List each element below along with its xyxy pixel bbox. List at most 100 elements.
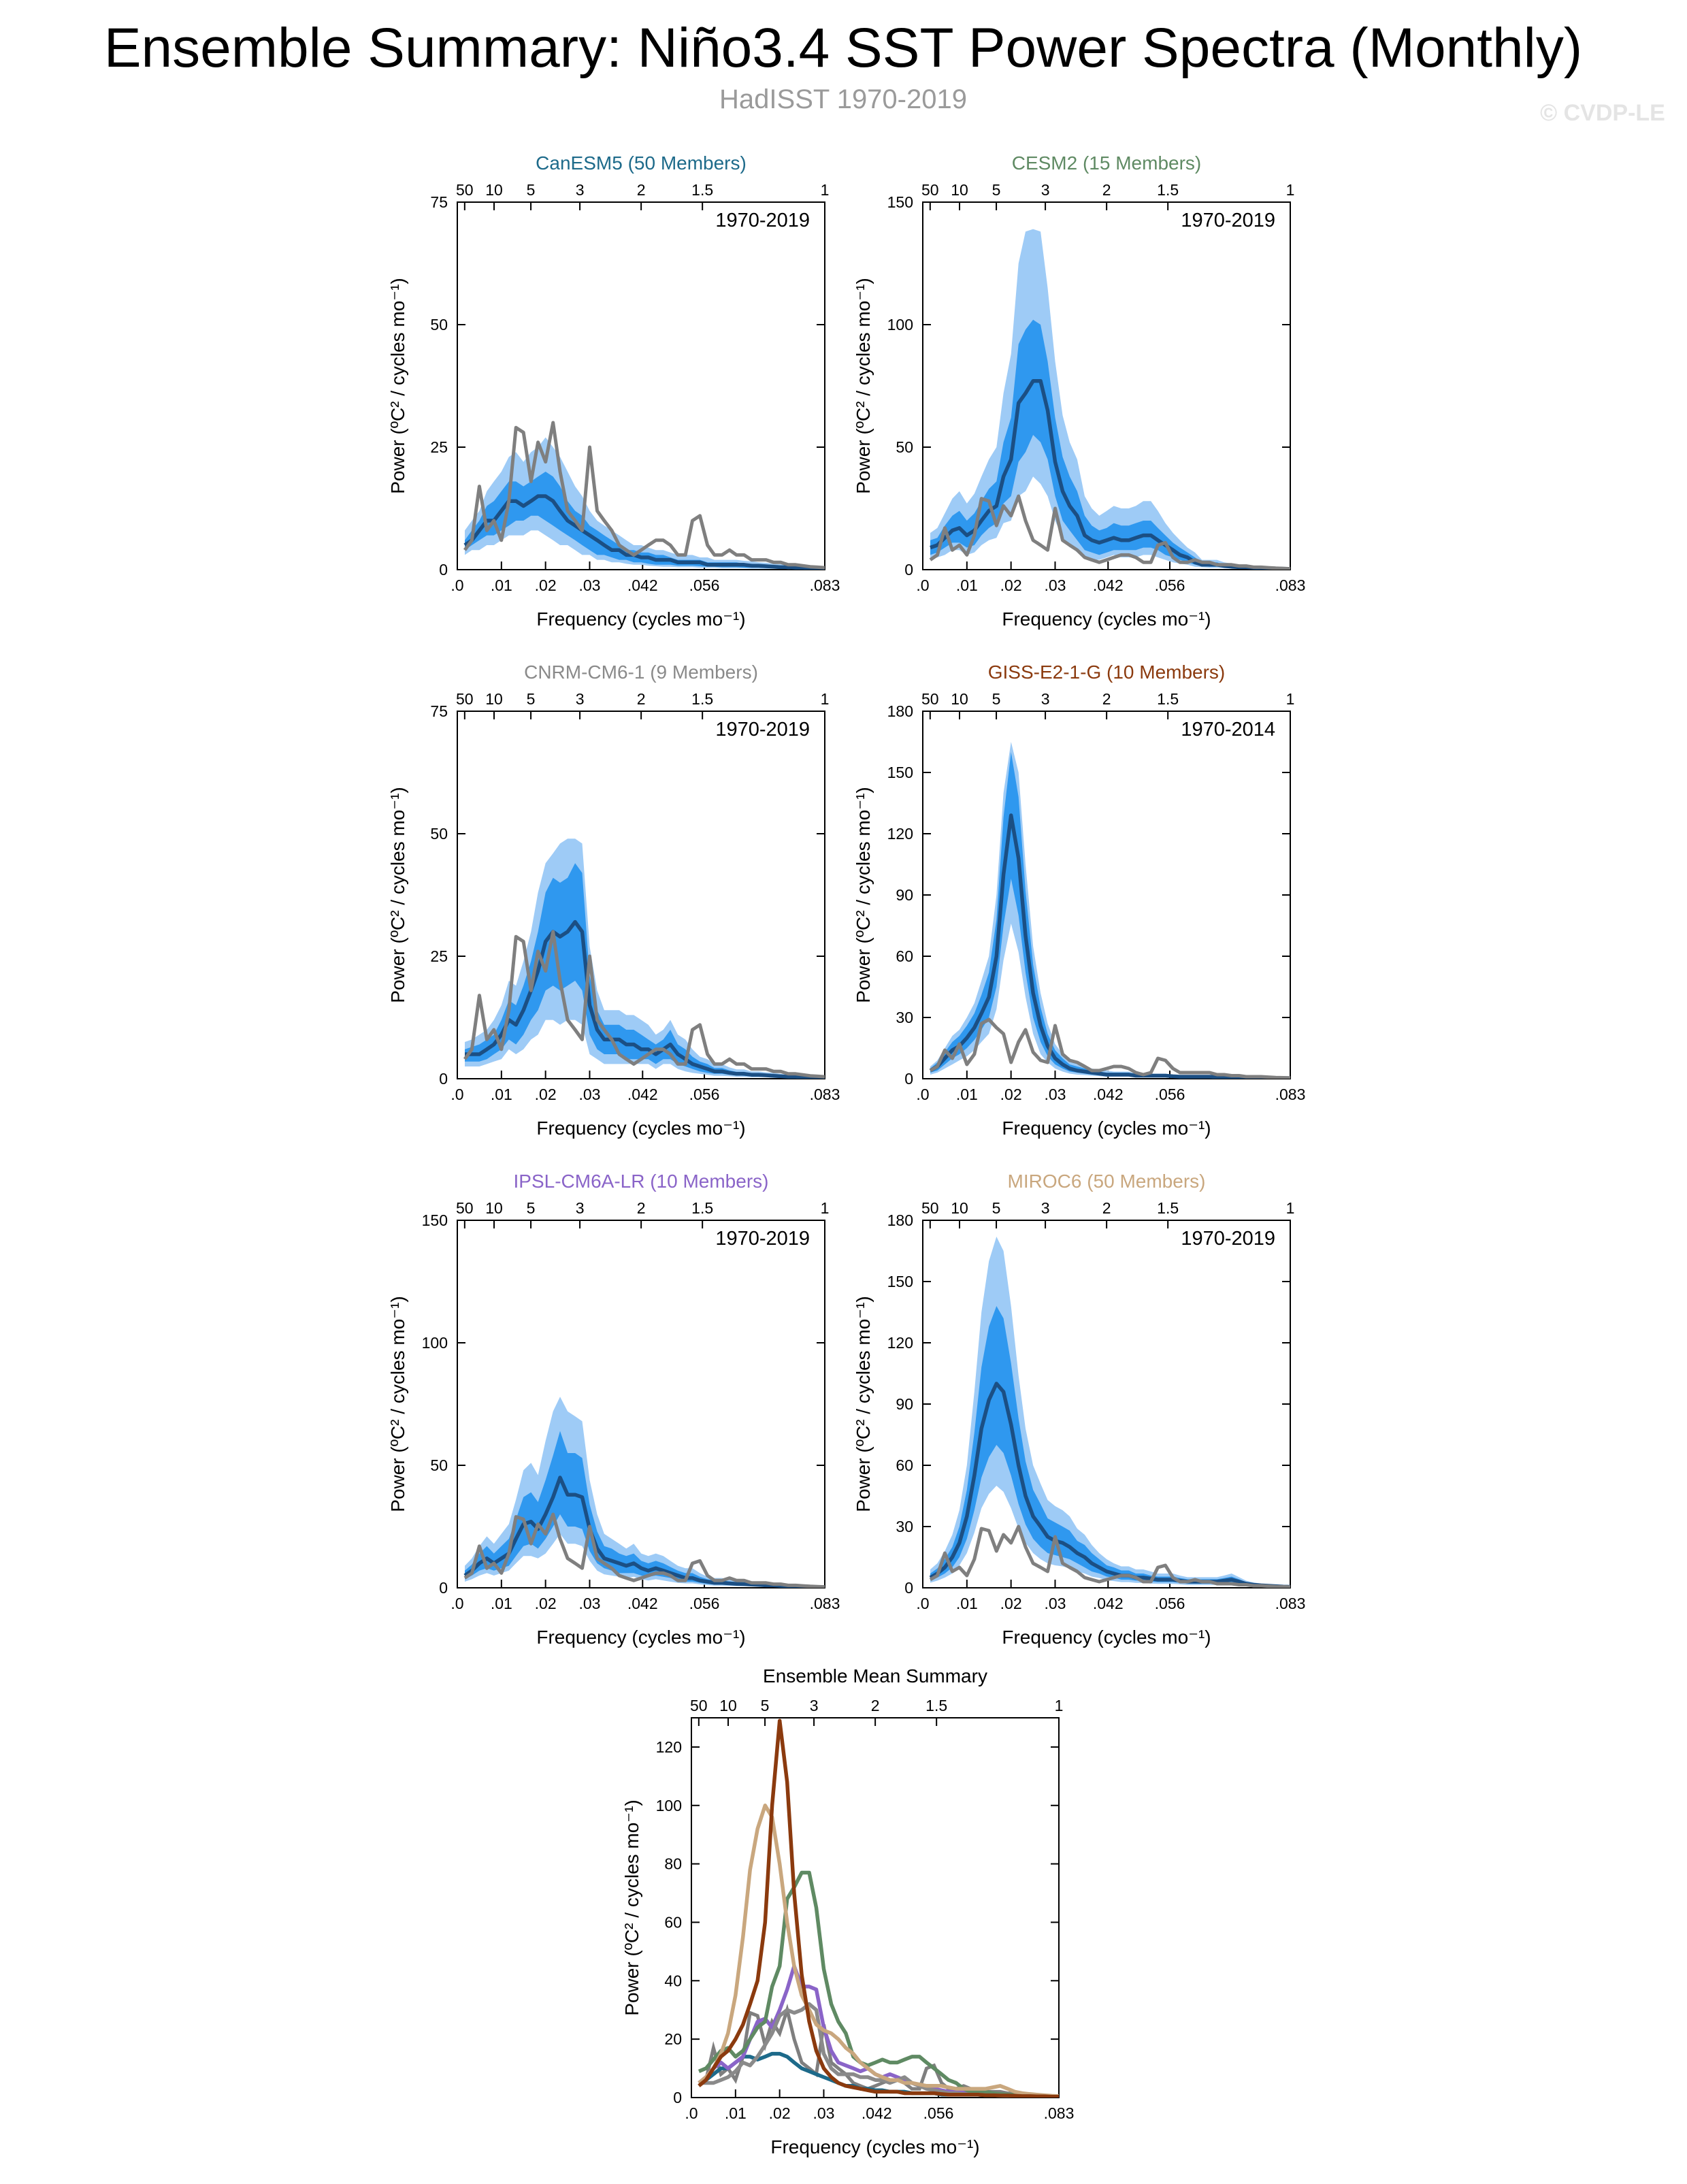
- panel-2-xtick-label: .02: [535, 1086, 557, 1103]
- panel-1-period-tick-label: 50: [921, 181, 939, 199]
- panel-2-xtick-label: .0: [451, 1086, 463, 1103]
- panel-3-yaxis-label: Power (ºC² / cycles mo⁻¹): [853, 787, 874, 1003]
- panel-0-period-tick-label: 3: [576, 181, 585, 199]
- panel-3-xtick-label: .083: [1275, 1086, 1306, 1103]
- panel-2-ytick-label: 75: [430, 702, 448, 720]
- panel-2-xtick-label: .03: [578, 1086, 600, 1103]
- summary-period-tick-label: 5: [761, 1697, 770, 1714]
- panel-0-xtick-label: .03: [578, 576, 600, 594]
- panel-2-title: CNRM-CM6-1 (9 Members): [524, 662, 758, 683]
- panel-2-period-tick-label: 5: [527, 690, 536, 708]
- summary-xtick-label: .083: [1044, 2104, 1075, 2122]
- panel-0-ytick-label: 75: [430, 193, 448, 211]
- panel-4-xtick-label: .02: [535, 1595, 557, 1612]
- summary-mean-line-miroc6: [698, 1804, 1059, 2098]
- panel-3-xtick-label: .056: [1155, 1086, 1185, 1103]
- panel-4-period-tick-label: 5: [527, 1199, 536, 1217]
- summary-period-tick-label: 2: [871, 1697, 880, 1714]
- panel-0-xtick-label: .042: [627, 576, 658, 594]
- panel-5-period-label: 1970-2019: [1181, 1228, 1275, 1250]
- panel-1-ytick-label: 50: [896, 438, 913, 456]
- panel-2-ytick-label: 0: [439, 1070, 448, 1088]
- panel-4-period-tick-label: 3: [576, 1199, 585, 1217]
- panel-2-xtick-label: .083: [810, 1086, 840, 1103]
- panel-3-period-tick-label: 10: [951, 690, 968, 708]
- figure-title: Ensemble Summary: Niño3.4 SST Power Spec…: [104, 17, 1582, 79]
- summary-mean-line-giss-e2-1-g: [698, 1718, 1059, 2098]
- panel-5-xtick-label: .042: [1093, 1595, 1124, 1612]
- summary-xtick-label: .01: [725, 2104, 747, 2122]
- panel-1-ytick-label: 150: [887, 193, 913, 211]
- panel-5-yaxis-label: Power (ºC² / cycles mo⁻¹): [853, 1296, 874, 1512]
- panel-3-xtick-label: .042: [1093, 1086, 1124, 1103]
- panel-5-xtick-label: .0: [916, 1595, 929, 1612]
- panel-3-xtick-label: .03: [1044, 1086, 1066, 1103]
- summary-xtick-label: .042: [862, 2104, 892, 2122]
- panel-5-ytick-label: 0: [904, 1579, 913, 1597]
- panel-4-yaxis-label: Power (ºC² / cycles mo⁻¹): [387, 1296, 408, 1512]
- copyright-watermark: © CVDP-LE: [1540, 100, 1665, 126]
- panel-5-period-tick-label: 5: [992, 1199, 1001, 1217]
- panel-1-xtick-label: .01: [956, 576, 978, 594]
- panel-3-ensemble-mean-line: [929, 813, 1290, 1079]
- panel-2-period-tick-label: 50: [456, 690, 474, 708]
- panel-4-ytick-label: 100: [422, 1334, 448, 1352]
- panel-2-xaxis-label: Frequency (cycles mo⁻¹): [536, 1118, 745, 1139]
- panel-5-period-tick-label: 2: [1102, 1199, 1111, 1217]
- summary-ytick-label: 120: [656, 1738, 682, 1756]
- panel-3-ytick-label: 60: [896, 947, 913, 965]
- summary-xtick-label: .056: [923, 2104, 954, 2122]
- panel-1-xtick-label: .042: [1093, 576, 1124, 594]
- panel-1-period-tick-label: 1.5: [1157, 181, 1179, 199]
- summary-yaxis-label: Power (ºC² / cycles mo⁻¹): [621, 1799, 642, 2015]
- panel-0-ytick-label: 0: [439, 561, 448, 578]
- panel-1-period-label: 1970-2019: [1181, 210, 1275, 231]
- panel-0-period-tick-label: 5: [527, 181, 536, 199]
- panel-5-xaxis-label: Frequency (cycles mo⁻¹): [1002, 1627, 1211, 1648]
- panel-4-period-label: 1970-2019: [715, 1228, 810, 1250]
- summary-ytick-label: 40: [664, 1972, 682, 1989]
- panel-0-xtick-label: .01: [491, 576, 512, 594]
- panel-0-ytick-label: 50: [430, 316, 448, 333]
- panel-4-ensemble-10-90-band: [465, 1431, 825, 1588]
- panel-2-period-tick-label: 10: [485, 690, 503, 708]
- panel-3-period-tick-label: 1.5: [1157, 690, 1179, 708]
- panel-4-period-tick-label: 1.5: [691, 1199, 713, 1217]
- panel-5-xtick-label: .02: [1000, 1595, 1022, 1612]
- panel-2-period-label: 1970-2019: [715, 719, 810, 740]
- panel-4-title: IPSL-CM6A-LR (10 Members): [514, 1171, 769, 1192]
- panel-5-ytick-label: 150: [887, 1273, 913, 1290]
- panel-5-ytick-label: 30: [896, 1518, 913, 1535]
- panel-1-xtick-label: .056: [1155, 576, 1185, 594]
- summary-observed-line: [698, 2003, 1059, 2098]
- panel-1-data-area: [929, 229, 1290, 570]
- panel-2-ytick-label: 25: [430, 947, 448, 965]
- panel-2-yaxis-label: Power (ºC² / cycles mo⁻¹): [387, 787, 408, 1003]
- panel-1-ytick-label: 0: [904, 561, 913, 578]
- panel-0-data-area: [463, 421, 825, 570]
- panel-2-period-tick-label: 3: [576, 690, 585, 708]
- panel-1-period-tick-label: 10: [951, 181, 968, 199]
- summary-ytick-label: 100: [656, 1797, 682, 1814]
- panel-3-data-area: [929, 742, 1290, 1079]
- panel-3-ytick-label: 180: [887, 702, 913, 720]
- panel-0-xtick-label: .083: [810, 576, 840, 594]
- summary-period-tick-label: 50: [690, 1697, 708, 1714]
- panel-1-period-tick-label: 3: [1041, 181, 1050, 199]
- panel-0-xtick-label: .0: [451, 576, 463, 594]
- panel-3-period-tick-label: 5: [992, 690, 1001, 708]
- panel-5-xtick-label: .01: [956, 1595, 978, 1612]
- summary-ytick-label: 60: [664, 1913, 682, 1931]
- panel-5-xtick-label: .03: [1044, 1595, 1066, 1612]
- panel-4-observed-line: [463, 1512, 825, 1588]
- panel-5-observed-line: [929, 1525, 1290, 1588]
- panel-0-ensemble-mean-line: [463, 494, 825, 570]
- panel-4-xtick-label: .083: [810, 1595, 840, 1612]
- panel-3-ytick-label: 120: [887, 825, 913, 843]
- panel-1-xtick-label: .083: [1275, 576, 1306, 594]
